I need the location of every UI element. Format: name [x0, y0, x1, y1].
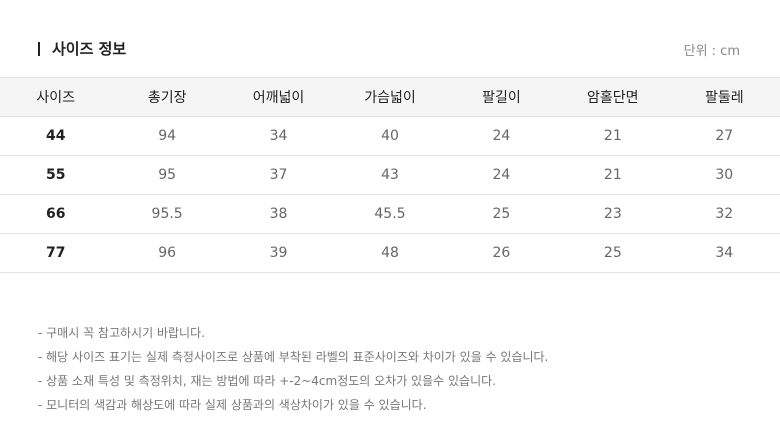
measurement-cell: 95.5 [111, 194, 223, 234]
measurement-cell: 96 [111, 233, 223, 273]
size-cell: 55 [0, 155, 112, 195]
note-item: - 모니터의 색감과 해상도에 따라 실제 상품과의 색상차이가 있을 수 있습… [38, 398, 427, 412]
column-header: 사이즈 [0, 77, 112, 117]
note-item: - 상품 소재 특성 및 측정위치, 재는 방법에 따라 +-2~4cm정도의 … [38, 374, 496, 388]
measurement-cell: 34 [222, 116, 335, 156]
size-cell: 66 [0, 194, 112, 234]
measurement-cell: 21 [557, 155, 669, 195]
measurement-cell: 95 [111, 155, 223, 195]
measurement-cell: 39 [222, 233, 335, 273]
table-row: 77 96 39 48 26 25 34 [0, 233, 780, 273]
measurement-cell: 45.5 [334, 194, 446, 234]
section-title: 사이즈 정보 [38, 38, 126, 59]
column-header: 총기장 [111, 77, 223, 117]
title-bar-divider [38, 41, 40, 56]
size-cell: 44 [0, 116, 112, 156]
size-cell: 77 [0, 233, 112, 273]
measurement-cell: 25 [445, 194, 558, 234]
unit-label: 단위 : cm [683, 44, 740, 59]
note-item: - 구매시 꼭 참고하시기 바랍니다. [38, 326, 205, 340]
measurement-cell: 48 [334, 233, 446, 273]
note-item: - 해당 사이즈 표기는 실제 측정사이즈로 상품에 부착된 라벨의 표준사이즈… [38, 350, 549, 364]
measurement-cell: 34 [668, 233, 780, 273]
table-row: 66 95.5 38 45.5 25 23 32 [0, 194, 780, 234]
size-table: 사이즈 총기장 어깨넓이 가슴넓이 팔길이 암홀단면 팔둘레 44 94 34 40 24 21 27 5… [0, 77, 780, 273]
measurement-cell: 94 [111, 116, 223, 156]
measurement-cell: 30 [668, 155, 780, 195]
measurement-cell: 32 [668, 194, 780, 234]
measurement-cell: 38 [222, 194, 335, 234]
measurement-cell: 24 [445, 116, 558, 156]
notes-list: - 구매시 꼭 참고하시기 바랍니다. - 해당 사이즈 표기는 실제 측정사이즈… [38, 321, 548, 417]
measurement-cell: 37 [222, 155, 335, 195]
measurement-cell: 40 [334, 116, 446, 156]
measurement-cell: 24 [445, 155, 558, 195]
measurement-cell: 23 [557, 194, 669, 234]
title-text: 사이즈 정보 [52, 40, 127, 58]
measurement-cell: 26 [445, 233, 558, 273]
measurement-cell: 27 [668, 116, 780, 156]
table-row: 44 94 34 40 24 21 27 [0, 116, 780, 156]
column-header: 팔길이 [445, 77, 558, 117]
table-row: 55 95 37 43 24 21 30 [0, 155, 780, 195]
column-header: 암홀단면 [557, 77, 669, 117]
column-header: 가슴넓이 [334, 77, 446, 117]
measurement-cell: 21 [557, 116, 669, 156]
measurement-cell: 43 [334, 155, 446, 195]
table-header-row: 사이즈 총기장 어깨넓이 가슴넓이 팔길이 암홀단면 팔둘레 [0, 77, 780, 117]
column-header: 어깨넓이 [222, 77, 335, 117]
measurement-cell: 25 [557, 233, 669, 273]
column-header: 팔둘레 [668, 77, 780, 117]
